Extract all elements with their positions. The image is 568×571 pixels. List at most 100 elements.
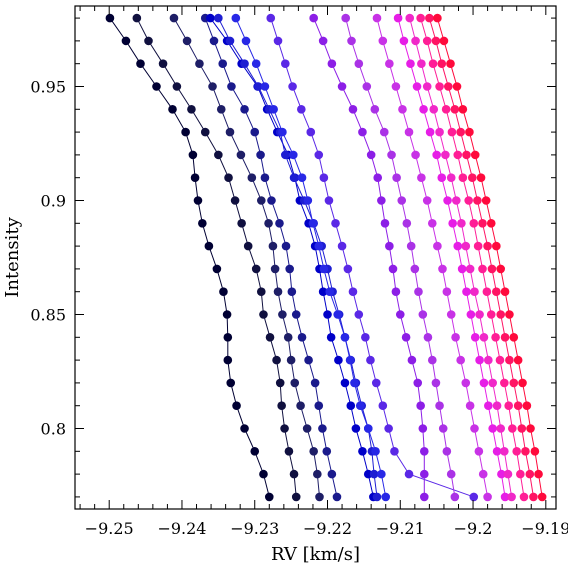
data-point xyxy=(361,333,370,342)
data-point xyxy=(372,13,382,23)
data-point xyxy=(474,447,484,456)
data-point xyxy=(315,492,324,502)
data-point xyxy=(377,196,386,205)
data-point xyxy=(461,241,471,251)
y-tick-label: 0.8 xyxy=(41,420,66,439)
data-point xyxy=(492,287,501,297)
data-point xyxy=(496,424,506,433)
series-layer xyxy=(105,13,547,502)
data-point xyxy=(369,469,379,479)
data-point xyxy=(275,378,285,388)
x-tick-label: −9.22 xyxy=(303,519,352,538)
series-6-line xyxy=(217,17,378,497)
data-point xyxy=(254,82,263,91)
data-point xyxy=(492,401,502,411)
data-point xyxy=(377,469,386,479)
data-point xyxy=(439,36,449,46)
data-point xyxy=(441,104,451,114)
data-point xyxy=(522,401,532,411)
data-point xyxy=(476,173,486,182)
data-point xyxy=(260,82,270,91)
data-point xyxy=(414,287,423,297)
data-point xyxy=(404,469,414,479)
data-point xyxy=(158,59,168,68)
data-point xyxy=(418,310,428,319)
data-point xyxy=(475,355,484,365)
data-point xyxy=(486,219,496,228)
data-point xyxy=(447,127,457,137)
series-2 xyxy=(132,13,301,502)
series-4 xyxy=(200,13,342,502)
data-point xyxy=(496,264,506,274)
data-point xyxy=(443,196,452,205)
data-point xyxy=(218,59,228,68)
y-tick-label: 0.9 xyxy=(41,191,66,210)
data-point xyxy=(204,241,214,251)
data-point xyxy=(273,287,283,297)
data-point xyxy=(487,264,497,274)
data-point xyxy=(266,13,276,23)
data-point xyxy=(224,173,233,182)
data-point xyxy=(340,378,350,388)
data-point xyxy=(291,310,301,319)
data-point xyxy=(241,36,251,46)
series-11-line xyxy=(376,17,489,498)
data-point xyxy=(461,378,471,388)
data-point xyxy=(323,310,332,319)
data-point xyxy=(488,424,497,433)
series-15 xyxy=(425,13,538,502)
data-point xyxy=(278,310,287,319)
data-point xyxy=(497,469,506,479)
data-point xyxy=(267,196,276,205)
data-point xyxy=(384,424,393,433)
data-point xyxy=(332,492,342,502)
data-point xyxy=(410,264,420,274)
data-point xyxy=(362,82,372,91)
data-point xyxy=(500,378,509,388)
data-point xyxy=(251,264,261,274)
data-point xyxy=(318,424,327,433)
data-point xyxy=(310,378,320,388)
data-point xyxy=(418,424,428,433)
series-10-line xyxy=(345,17,456,497)
series-16-line xyxy=(436,17,543,497)
data-point xyxy=(286,355,296,365)
data-point xyxy=(470,150,480,160)
data-point xyxy=(416,13,425,23)
series-4-line xyxy=(204,17,338,498)
data-point xyxy=(435,127,444,137)
data-point xyxy=(370,104,380,114)
data-point xyxy=(435,82,444,91)
data-point xyxy=(469,492,479,502)
data-point xyxy=(505,355,514,365)
data-point xyxy=(337,241,347,251)
data-point xyxy=(462,287,471,297)
data-point xyxy=(458,173,468,182)
data-point xyxy=(513,355,523,365)
data-point xyxy=(451,333,460,342)
data-point xyxy=(456,127,465,137)
data-point xyxy=(486,310,496,319)
data-point xyxy=(473,241,483,251)
data-point xyxy=(516,469,525,479)
data-point xyxy=(281,241,291,251)
x-tick-label: −9.19 xyxy=(521,519,568,538)
data-point xyxy=(250,127,260,137)
data-point xyxy=(482,287,492,297)
data-point xyxy=(513,401,523,411)
data-point xyxy=(432,150,441,160)
series-12-line xyxy=(397,17,506,497)
data-point xyxy=(214,13,223,23)
data-point xyxy=(450,492,460,502)
data-point xyxy=(313,469,322,479)
data-point xyxy=(209,36,219,46)
series-3-line xyxy=(173,17,320,497)
data-point xyxy=(182,36,192,46)
data-point xyxy=(462,150,471,160)
data-point xyxy=(381,492,391,502)
data-point xyxy=(390,447,399,456)
data-point xyxy=(509,378,519,388)
data-point xyxy=(483,241,492,251)
data-point xyxy=(470,424,479,433)
data-point xyxy=(225,36,235,46)
